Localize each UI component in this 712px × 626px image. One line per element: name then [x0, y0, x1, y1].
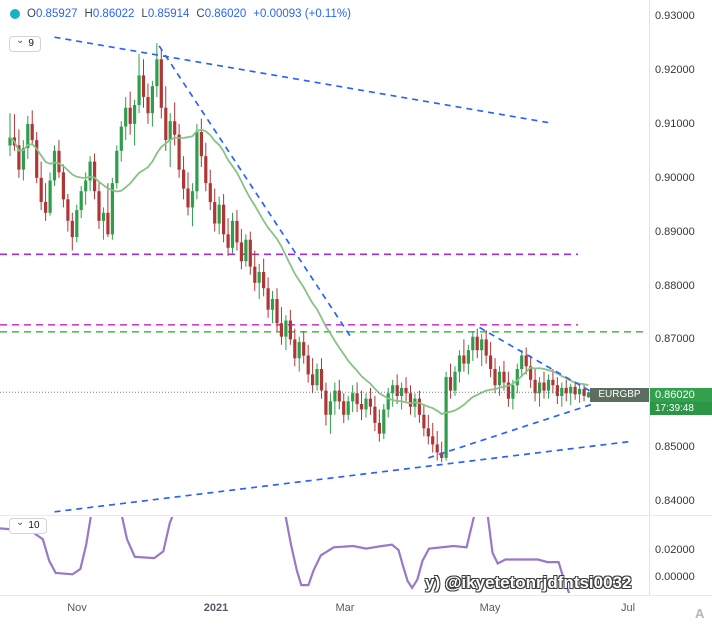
ohlc-label: O	[27, 8, 36, 20]
price-tick-label: 0.89000	[655, 226, 695, 238]
logo-a[interactable]: A	[695, 606, 705, 621]
price-axis-separator	[649, 0, 650, 595]
symbol-price-tag: EURGBP	[590, 388, 649, 402]
last-price-label: 0.86020 17:39:48	[650, 388, 712, 415]
candlestick-series	[8, 43, 591, 463]
ohlc-pair: O0.85927	[27, 8, 78, 20]
ohlc-value: 0.85927	[35, 8, 78, 20]
ohlc-pair: H0.86022	[85, 8, 135, 20]
series-marker-icon[interactable]	[10, 9, 20, 19]
ohlc-value: 0.85914	[147, 8, 190, 20]
hidden-pane-indicators-count: 10	[28, 520, 40, 531]
time-tick-label: Nov	[67, 602, 87, 614]
ohlc-value: 0.86022	[92, 8, 135, 20]
price-tick-label: 0.88000	[655, 280, 695, 292]
collapse-main-indicators-button[interactable]: ⌄ 9	[9, 36, 41, 52]
time-tick-label: Mar	[335, 602, 355, 614]
price-tick-label: 0.90000	[655, 172, 695, 184]
ohlc-value: 0.86020	[204, 8, 247, 20]
time-tick-label: Jul	[620, 602, 636, 614]
ohlc-pair: L0.85914	[141, 8, 189, 20]
time-axis-separator	[0, 595, 712, 596]
collapse-indicator-pane-button[interactable]: ⌄ 10	[9, 518, 47, 534]
ohlc-legend: O0.85927 H0.86022 L0.85914 C0.86020 +0.0009…	[10, 8, 351, 20]
price-axis[interactable]: 0.93000 0.92000 0.91000 0.90000 0.89000 0.880…	[650, 0, 712, 595]
ma-line	[9, 128, 589, 415]
price-tick-label: 0.87000	[655, 333, 695, 345]
bar-countdown: 17:39:48	[650, 402, 712, 415]
ohlc-values: O0.85927 H0.86022 L0.85914 C0.86020	[27, 8, 246, 20]
indicator-tick-label: 0.00000	[655, 571, 695, 583]
indicator-tick-label: 0.02000	[655, 544, 695, 556]
price-tick-label: 0.85000	[655, 441, 695, 453]
price-tick-label: 0.84000	[655, 495, 695, 507]
chevron-down-icon: ⌄	[16, 35, 25, 46]
time-axis[interactable]: Nov 2021 Mar May Jul	[0, 596, 650, 626]
ohlc-pair: C0.86020	[196, 8, 246, 20]
ohlc-label: H	[84, 8, 93, 20]
pane-separator[interactable]	[0, 515, 712, 516]
price-tick-label: 0.93000	[655, 10, 695, 22]
ohlc-label: L	[141, 8, 148, 20]
horizontal-level-lines[interactable]	[0, 253, 648, 333]
price-tick-label: 0.92000	[655, 64, 695, 76]
time-tick-label: May	[479, 602, 501, 614]
hidden-indicators-count: 9	[28, 38, 34, 49]
change-value: +0.00093 (+0.11%)	[253, 8, 351, 20]
trendlines[interactable]	[54, 36, 629, 513]
watermark-text: у) @ikyetetonrjdfntsi0032	[425, 573, 632, 592]
chevron-down-icon: ⌄	[16, 517, 25, 528]
last-price-value: 0.86020	[650, 388, 712, 402]
price-tick-label: 0.91000	[655, 118, 695, 130]
ohlc-label: C	[196, 8, 205, 20]
time-tick-label: 2021	[203, 602, 229, 614]
indicator-line	[0, 517, 571, 593]
